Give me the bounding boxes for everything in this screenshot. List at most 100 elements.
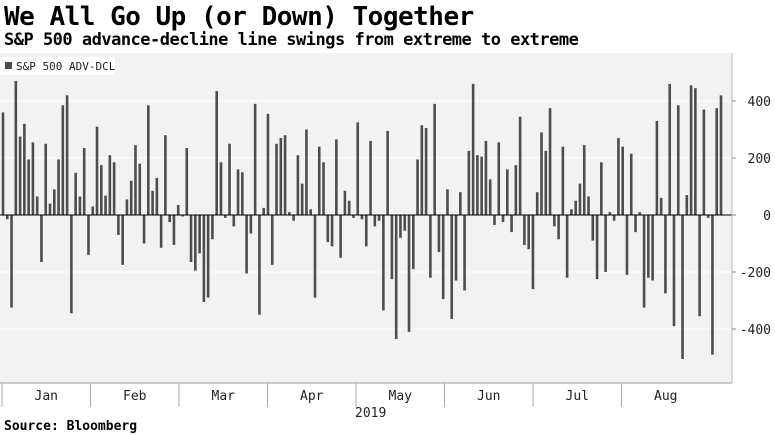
bar bbox=[510, 215, 513, 233]
bar bbox=[185, 148, 189, 215]
bar bbox=[87, 215, 90, 255]
bar bbox=[236, 169, 240, 215]
bar bbox=[305, 129, 308, 215]
bar bbox=[578, 183, 582, 215]
bar bbox=[262, 207, 265, 216]
bar bbox=[493, 215, 496, 225]
bar bbox=[245, 215, 248, 274]
bar bbox=[65, 95, 69, 215]
bar bbox=[253, 103, 257, 215]
bar bbox=[249, 215, 253, 234]
bar bbox=[91, 206, 95, 215]
y-tick-label: 400 bbox=[748, 95, 771, 110]
bar bbox=[647, 215, 650, 278]
bar bbox=[420, 125, 424, 215]
bar bbox=[326, 215, 330, 243]
bar bbox=[27, 159, 30, 215]
bar bbox=[18, 136, 22, 216]
x-tick-label: Apr bbox=[300, 389, 324, 404]
bar bbox=[416, 159, 419, 215]
bar bbox=[424, 128, 428, 215]
legend-box bbox=[0, 57, 115, 75]
bar bbox=[223, 215, 227, 218]
bar bbox=[702, 109, 706, 215]
bar bbox=[471, 83, 475, 216]
bar bbox=[159, 215, 163, 248]
chart-subtitle: S&P 500 advance-decline line swings from… bbox=[4, 30, 579, 50]
bar bbox=[676, 105, 680, 215]
bar bbox=[638, 212, 642, 215]
bar bbox=[604, 215, 607, 272]
bar bbox=[634, 215, 637, 233]
bar bbox=[108, 155, 112, 215]
bar bbox=[694, 88, 697, 215]
legend-label: S&P 500 ADV-DCL bbox=[16, 60, 116, 73]
bars bbox=[1, 81, 723, 359]
bar bbox=[330, 215, 334, 247]
bar bbox=[335, 139, 338, 215]
bar bbox=[382, 215, 385, 311]
bar bbox=[31, 142, 35, 215]
bar bbox=[595, 215, 599, 280]
bar bbox=[467, 150, 471, 216]
y-tick-label: 200 bbox=[748, 152, 771, 167]
bar bbox=[52, 189, 56, 215]
bar bbox=[275, 143, 278, 215]
bar bbox=[463, 215, 466, 291]
bar bbox=[57, 159, 60, 215]
bar bbox=[206, 215, 210, 298]
bar bbox=[476, 155, 479, 215]
bar bbox=[488, 179, 492, 216]
bar bbox=[394, 215, 398, 339]
bar bbox=[403, 215, 407, 231]
bar bbox=[61, 105, 65, 215]
bar bbox=[651, 215, 654, 281]
bar bbox=[142, 215, 146, 244]
legend-swatch bbox=[5, 62, 12, 69]
bar bbox=[501, 215, 505, 223]
bar bbox=[411, 215, 415, 270]
chart-title: We All Go Up (or Down) Together bbox=[4, 2, 474, 32]
bar bbox=[698, 215, 701, 317]
bar bbox=[642, 215, 646, 308]
bar bbox=[5, 215, 9, 220]
bar bbox=[343, 190, 347, 215]
bar bbox=[565, 215, 569, 278]
bar bbox=[711, 215, 714, 355]
bar bbox=[138, 163, 142, 215]
bar bbox=[48, 203, 52, 215]
bar bbox=[369, 140, 372, 215]
bar bbox=[189, 215, 193, 263]
source-note: Source: Bloomberg bbox=[4, 419, 138, 434]
bar bbox=[347, 200, 351, 215]
bar bbox=[527, 215, 530, 250]
bar bbox=[544, 150, 548, 216]
bar bbox=[399, 215, 402, 238]
bar bbox=[600, 162, 603, 215]
bar bbox=[219, 162, 223, 215]
bar bbox=[480, 156, 483, 215]
bar bbox=[390, 215, 394, 280]
bar bbox=[172, 215, 176, 245]
bar bbox=[104, 195, 107, 215]
y-tick-label: -200 bbox=[740, 266, 771, 281]
y-tick-label: -400 bbox=[740, 323, 771, 338]
bar bbox=[548, 108, 552, 215]
y-axis: -400 -200 0 200 400 bbox=[731, 53, 771, 383]
bar bbox=[74, 172, 77, 215]
bar bbox=[198, 215, 201, 254]
bar bbox=[459, 192, 462, 215]
bar bbox=[211, 215, 214, 240]
bar bbox=[625, 215, 629, 275]
bar bbox=[283, 135, 287, 215]
bar bbox=[35, 196, 39, 215]
bar bbox=[181, 215, 184, 217]
bar bbox=[95, 126, 99, 215]
bar bbox=[668, 83, 672, 216]
bar bbox=[386, 130, 389, 215]
bar bbox=[681, 215, 684, 359]
x-tick-label: May bbox=[389, 389, 413, 404]
bar bbox=[129, 180, 133, 215]
bar bbox=[523, 215, 526, 245]
bar bbox=[364, 215, 368, 247]
